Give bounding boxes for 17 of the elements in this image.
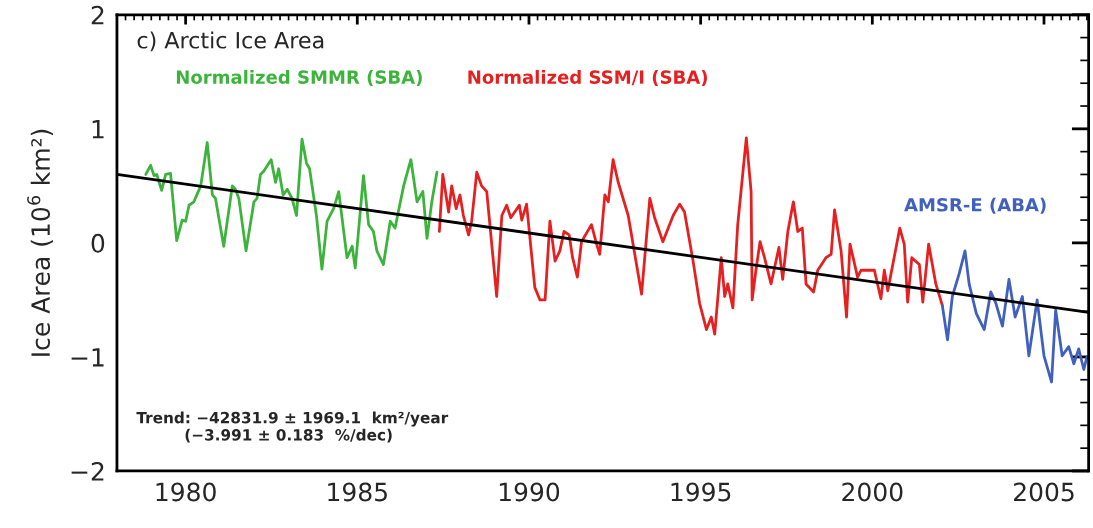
x-tick-label: 1995 <box>671 482 731 502</box>
x-tick-label: 1980 <box>156 482 216 502</box>
text: c) Arctic Ice Area <box>137 31 324 52</box>
y-tick-label: −1 <box>71 348 104 367</box>
y-tick-label: −2 <box>71 461 104 481</box>
x-tick-label: 2000 <box>842 482 903 502</box>
x-tick-label: 2005 <box>1014 482 1074 502</box>
y-tick-label: 0 <box>91 233 105 253</box>
y-axis-title: Ice Area (10$^{6}$ km²) <box>27 129 53 356</box>
y-tick-label: 2 <box>91 5 104 25</box>
x-tick-label: 1985 <box>328 482 387 502</box>
x-tick-label: 1990 <box>499 482 560 502</box>
text: Normalized SSM/I (SBA) <box>468 69 707 87</box>
annotation: Trend: −42831.9 ± 1969.1 km²/year (−3.991 ± 0.183 %/dec) <box>136 411 449 443</box>
y-tick-label: 1 <box>92 120 104 139</box>
text: Normalized SMMR (SBA) <box>176 69 422 87</box>
text: AMSR-E (ABA) <box>904 197 1046 214</box>
